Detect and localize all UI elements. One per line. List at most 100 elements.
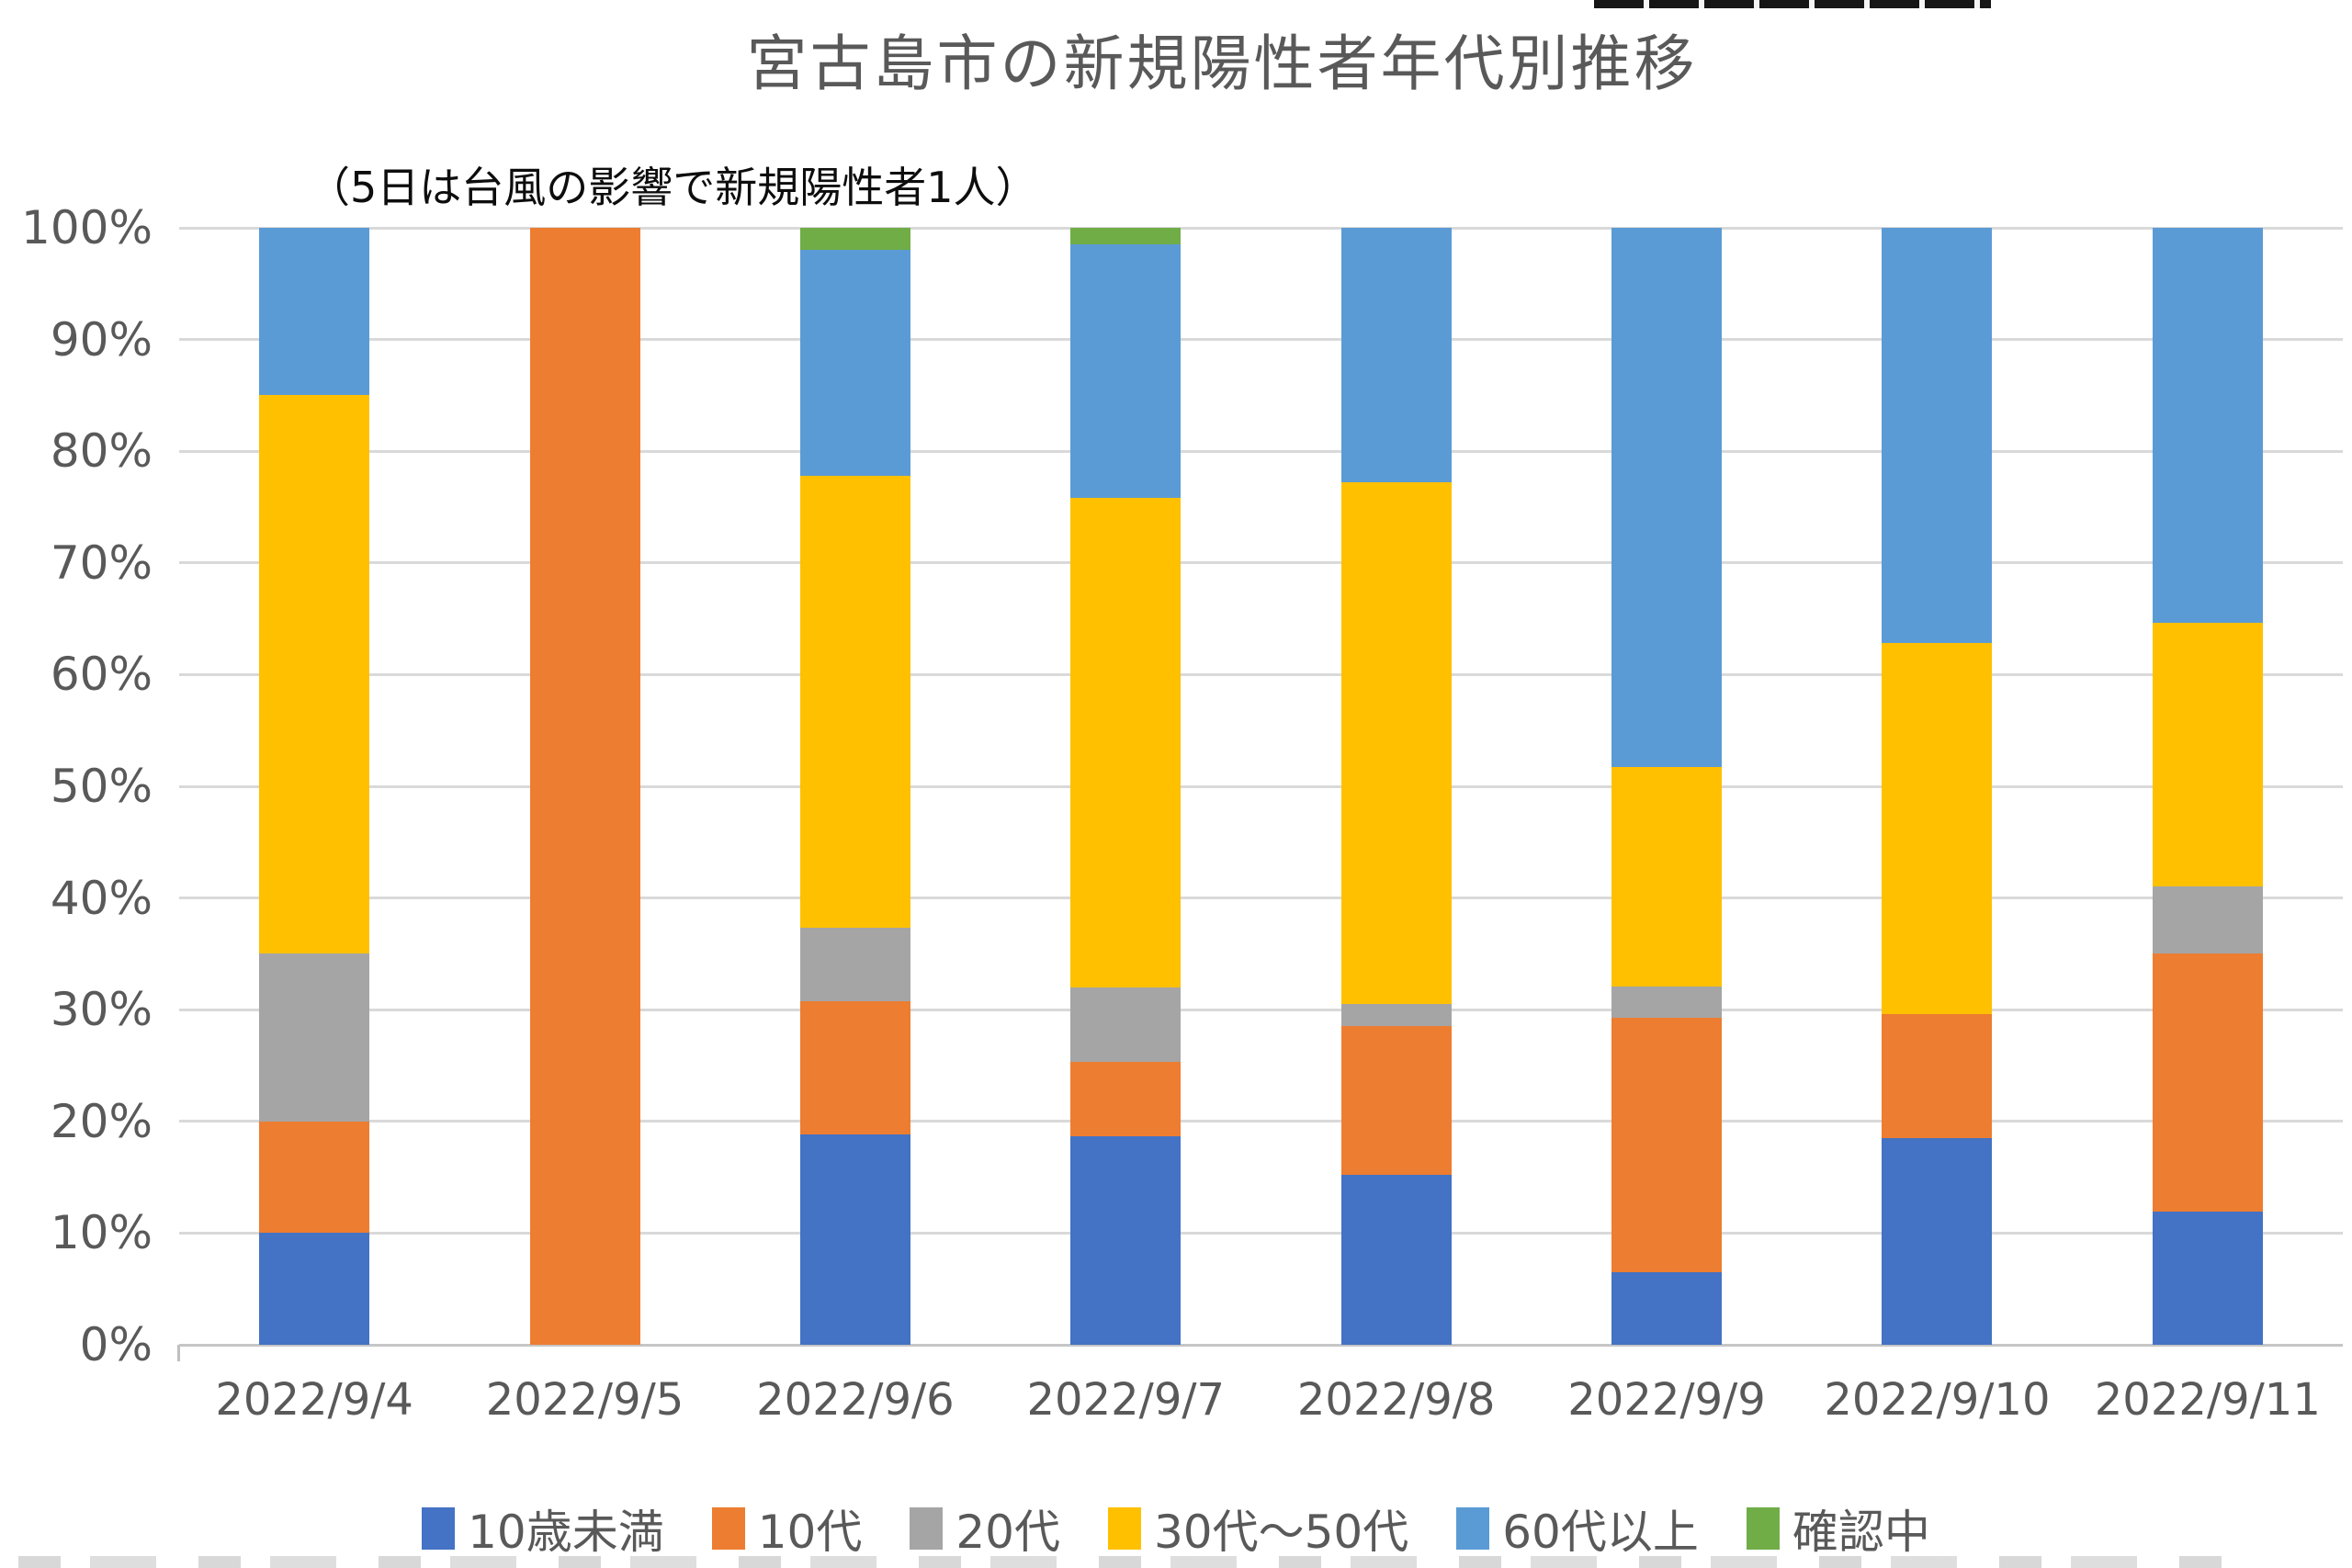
gridline-100 <box>179 226 2343 230</box>
bar-segment-10代 <box>1882 1014 1993 1139</box>
stacked-bar-2022/9/7 <box>1070 228 1182 1345</box>
column-slot-2022/9/10 <box>1802 228 2072 1345</box>
bar-segment-10歳未満 <box>1340 1175 1452 1345</box>
legend-item-10代: 10代 <box>711 1495 863 1562</box>
legend-item-60代以上: 60代以上 <box>1456 1495 1699 1562</box>
bar-segment-10代 <box>2152 953 2263 1213</box>
bar-segment-10代 <box>1070 1062 1182 1136</box>
legend-swatch-icon <box>711 1507 745 1550</box>
stacked-bar-2022/9/11 <box>2152 228 2263 1345</box>
bar-segment-30代～50代 <box>259 395 370 954</box>
gridline-40 <box>179 897 2343 900</box>
y-tick-label-20: 20% <box>50 1094 153 1148</box>
bar-segment-30代～50代 <box>1611 767 1723 987</box>
column-slot-2022/9/7 <box>990 228 1261 1345</box>
y-tick-label-90: 90% <box>50 312 153 367</box>
bar-segment-10歳未満 <box>1882 1138 1993 1345</box>
chart-annotation: （5日は台風の影響で新規陽性者1人） <box>308 163 1038 212</box>
legend-label: 確認中 <box>1792 1506 1930 1559</box>
cropped-ui-fragment-bottom <box>18 1556 2242 1568</box>
bar-segment-10代 <box>259 1121 370 1234</box>
column-slot-2022/9/6 <box>720 228 990 1345</box>
bar-segment-10歳未満 <box>1611 1271 1723 1345</box>
chart-legend: 10歳未満 10代 20代 30代～50代 60代以上 確認中 <box>0 1495 2352 1562</box>
bar-segment-確認中 <box>799 228 910 251</box>
stacked-bar-2022/9/8 <box>1340 228 1452 1345</box>
column-slot-2022/9/4 <box>179 228 449 1345</box>
y-tick-label-50: 50% <box>50 760 153 813</box>
bar-segment-30代～50代 <box>2152 623 2263 887</box>
gridline-50 <box>179 784 2343 788</box>
bar-segment-10代 <box>799 1000 910 1135</box>
bar-segment-10代 <box>529 228 640 1345</box>
x-tick-label-2022/9/4: 2022/9/4 <box>215 1374 413 1426</box>
y-tick-label-60: 60% <box>50 648 153 702</box>
legend-item-確認中: 確認中 <box>1746 1495 1930 1562</box>
legend-label: 30代～50代 <box>1154 1506 1409 1559</box>
y-tick-label-40: 40% <box>50 871 153 925</box>
legend-label: 10代 <box>757 1506 863 1559</box>
bar-segment-30代～50代 <box>1340 482 1452 1005</box>
stacked-bar-2022/9/6 <box>799 228 910 1345</box>
legend-item-20代: 20代 <box>910 1495 1060 1562</box>
bar-segment-30代～50代 <box>799 476 910 929</box>
cropped-ui-fragment-top <box>1594 0 1991 8</box>
legend-swatch-icon <box>1746 1507 1780 1550</box>
bar-segment-60代以上 <box>1882 228 1993 644</box>
bar-segment-20代 <box>799 928 910 1001</box>
bar-segment-60代以上 <box>1070 244 1182 499</box>
y-tick-label-70: 70% <box>50 536 153 590</box>
bar-segment-10歳未満 <box>2152 1212 2263 1345</box>
x-axis-labels: 2022/9/4 2022/9/5 2022/9/6 2022/9/7 2022/9/8… <box>179 1374 2343 1426</box>
bar-segment-10代 <box>1611 1017 1723 1272</box>
y-axis-labels: 0% 10% 20% 30% 40% 50% 60% 70% 80% 90% 100% <box>0 201 165 1371</box>
legend-item-10歳未満: 10歳未満 <box>422 1495 664 1562</box>
bar-segment-20代 <box>2152 886 2263 954</box>
bar-segment-10歳未満 <box>259 1233 370 1345</box>
stacked-bar-2022/9/9 <box>1611 228 1723 1345</box>
legend-label: 20代 <box>956 1506 1060 1559</box>
bar-segment-10歳未満 <box>1070 1135 1182 1345</box>
bar-segment-60代以上 <box>799 250 910 476</box>
stacked-bar-2022/9/5 <box>529 228 640 1345</box>
legend-label: 60代以上 <box>1502 1506 1699 1559</box>
plot-area <box>177 226 2343 1361</box>
stacked-bar-2022/9/10 <box>1882 228 1993 1345</box>
x-tick-label-2022/9/6: 2022/9/6 <box>756 1374 955 1426</box>
bar-segment-20代 <box>1070 987 1182 1063</box>
gridline-70 <box>179 561 2343 565</box>
column-slot-2022/9/11 <box>2073 228 2343 1345</box>
bar-segment-20代 <box>1340 1004 1452 1027</box>
legend-swatch-icon <box>422 1507 456 1550</box>
column-slot-2022/9/8 <box>1261 228 1532 1345</box>
bar-segment-60代以上 <box>1340 228 1452 483</box>
bar-segment-30代～50代 <box>1882 643 1993 1015</box>
y-tick-label-80: 80% <box>50 424 153 479</box>
gridline-20 <box>179 1120 2343 1123</box>
bar-segment-20代 <box>259 953 370 1122</box>
stacked-bar-2022/9/4 <box>259 228 370 1345</box>
x-tick-label-2022/9/5: 2022/9/5 <box>485 1374 684 1426</box>
gridline-60 <box>179 672 2343 676</box>
bar-segment-60代以上 <box>259 228 370 396</box>
legend-swatch-icon <box>1456 1507 1490 1550</box>
bar-segment-確認中 <box>1070 228 1182 245</box>
x-tick-label-2022/9/9: 2022/9/9 <box>1567 1374 1766 1426</box>
x-tick-label-2022/9/8: 2022/9/8 <box>1296 1374 1496 1426</box>
x-tick-label-2022/9/11: 2022/9/11 <box>2094 1374 2321 1426</box>
column-slot-2022/9/5 <box>449 228 719 1345</box>
y-axis-tick <box>177 1345 180 1361</box>
legend-swatch-icon <box>910 1507 944 1550</box>
gridline-10 <box>179 1231 2343 1235</box>
gridline-30 <box>179 1008 2343 1011</box>
x-tick-label-2022/9/10: 2022/9/10 <box>1824 1374 2051 1426</box>
bar-segment-60代以上 <box>1611 228 1723 768</box>
y-tick-label-10: 10% <box>50 1206 153 1260</box>
bar-segment-20代 <box>1611 986 1723 1018</box>
legend-label: 10歳未満 <box>468 1506 664 1559</box>
bar-segment-30代～50代 <box>1070 498 1182 987</box>
legend-item-30代～50代: 30代～50代 <box>1108 1495 1408 1562</box>
bar-segment-60代以上 <box>2152 228 2263 624</box>
y-tick-label-100: 100% <box>21 201 153 254</box>
x-tick-label-2022/9/7: 2022/9/7 <box>1026 1374 1226 1426</box>
